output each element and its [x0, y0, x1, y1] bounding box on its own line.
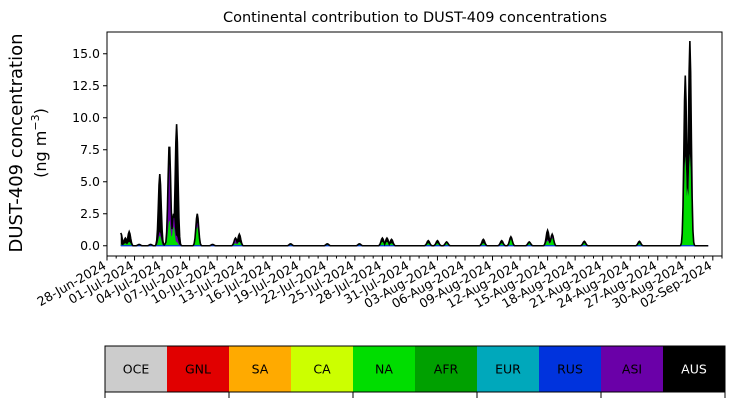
legend-swatch-OCE	[105, 346, 168, 392]
plot-layer	[120, 40, 709, 247]
legend-label-OCE: OCE	[123, 362, 150, 377]
y-axis-unit-exponent: −3	[29, 114, 42, 130]
legend-label-RUS: RUS	[557, 362, 583, 377]
legend-swatch-GNL	[167, 346, 230, 392]
axes-layer: 0.02.55.07.510.012.515.028-Jun-202401-Ju…	[34, 31, 723, 311]
series-area-NA	[120, 153, 709, 246]
y-axis-label-line1: DUST-409 concentration	[6, 33, 27, 252]
legend-swatch-SA	[229, 346, 292, 392]
legend-swatch-AFR	[415, 346, 478, 392]
legend-label-EUR: EUR	[495, 362, 521, 377]
y-tick-label: 5.0	[80, 174, 100, 189]
legend-swatch-EUR	[477, 346, 540, 392]
series-area-ASI	[120, 153, 709, 246]
legend-swatch-AUS	[663, 346, 726, 392]
y-tick-label: 15.0	[72, 46, 100, 61]
legend-bar: OCE GNL SA CA NA AFR EUR RUS ASI AUS	[104, 345, 726, 398]
legend-swatch-NA	[353, 346, 416, 392]
legend-label-AUS: AUS	[681, 362, 707, 377]
legend-frame	[104, 345, 726, 393]
y-axis-unit-main: (ng m	[31, 131, 50, 178]
y-tick-label: 0.0	[80, 238, 100, 253]
legend-label-ASI: ASI	[622, 362, 642, 377]
legend-swatch-ASI	[601, 346, 664, 392]
legend-swatch-RUS	[539, 346, 602, 392]
y-axis-label: DUST-409 concentration	[6, 33, 27, 252]
y-axis-unit-close: )	[31, 108, 50, 114]
series-area-AUS	[120, 40, 709, 246]
y-tick-label: 7.5	[80, 142, 100, 157]
y-tick-label: 12.5	[72, 78, 100, 93]
series-line-total	[120, 40, 709, 247]
chart-title: Continental contribution to DUST-409 con…	[223, 10, 607, 26]
legend-swatch-CA	[291, 346, 354, 392]
legend-label-SA: SA	[252, 362, 269, 377]
y-tick-label: 2.5	[80, 206, 100, 221]
plot-frame	[106, 31, 723, 257]
legend-label-AFR: AFR	[434, 362, 459, 377]
y-tick-label: 10.0	[72, 110, 100, 125]
legend-label-NA: NA	[375, 362, 393, 377]
legend-label-CA: CA	[313, 362, 331, 377]
y-axis-label-unit: (ng m−3)	[29, 108, 50, 178]
legend-label-GNL: GNL	[185, 362, 211, 377]
